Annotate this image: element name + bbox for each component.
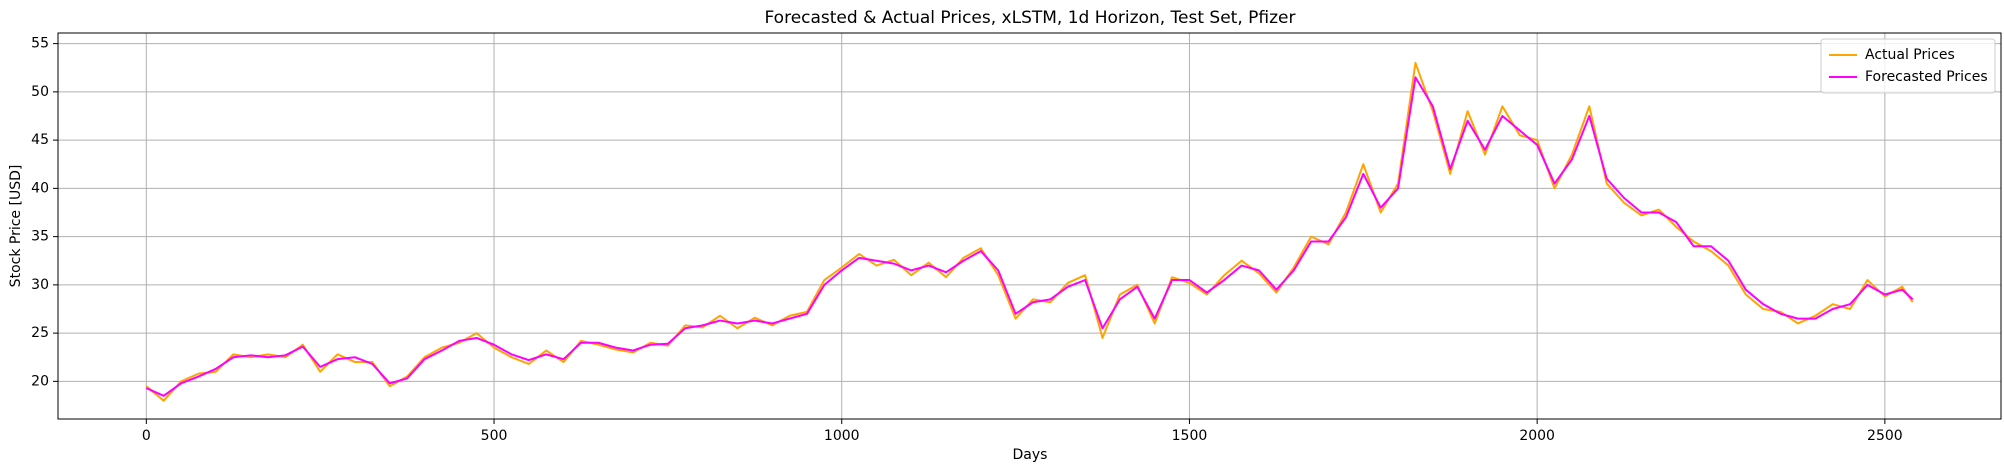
legend-label: Actual Prices xyxy=(1865,47,1955,63)
legend: Actual Prices Forecasted Prices xyxy=(1820,38,1996,94)
x-tick-label: 2000 xyxy=(1519,428,1555,444)
chart-title: Forecasted & Actual Prices, xLSTM, 1d Ho… xyxy=(765,8,1296,28)
x-tick-label: 1000 xyxy=(824,428,860,444)
y-tick-label: 30 xyxy=(31,277,49,293)
data-line xyxy=(145,61,1914,402)
data-line xyxy=(145,76,1914,397)
x-tick-label: 0 xyxy=(142,428,151,444)
x-tick-label: 2500 xyxy=(1867,428,1903,444)
y-tick-label: 20 xyxy=(31,373,49,389)
y-tick-label: 45 xyxy=(31,132,49,148)
x-tick-label: 1500 xyxy=(1172,428,1208,444)
legend-label: Forecasted Prices xyxy=(1865,69,1988,85)
legend-frame xyxy=(1820,38,1996,94)
y-tick-label: 25 xyxy=(31,325,49,341)
plot-frame xyxy=(57,32,2002,420)
y-tick-label: 40 xyxy=(31,180,49,196)
y-tick-label: 55 xyxy=(31,36,49,52)
y-tick-label: 35 xyxy=(31,229,49,245)
y-axis-label: Stock Price [USD] xyxy=(8,165,24,288)
x-axis-label: Days xyxy=(1013,447,1048,463)
y-tick-label: 50 xyxy=(31,84,49,100)
x-tick-label: 500 xyxy=(481,428,508,444)
